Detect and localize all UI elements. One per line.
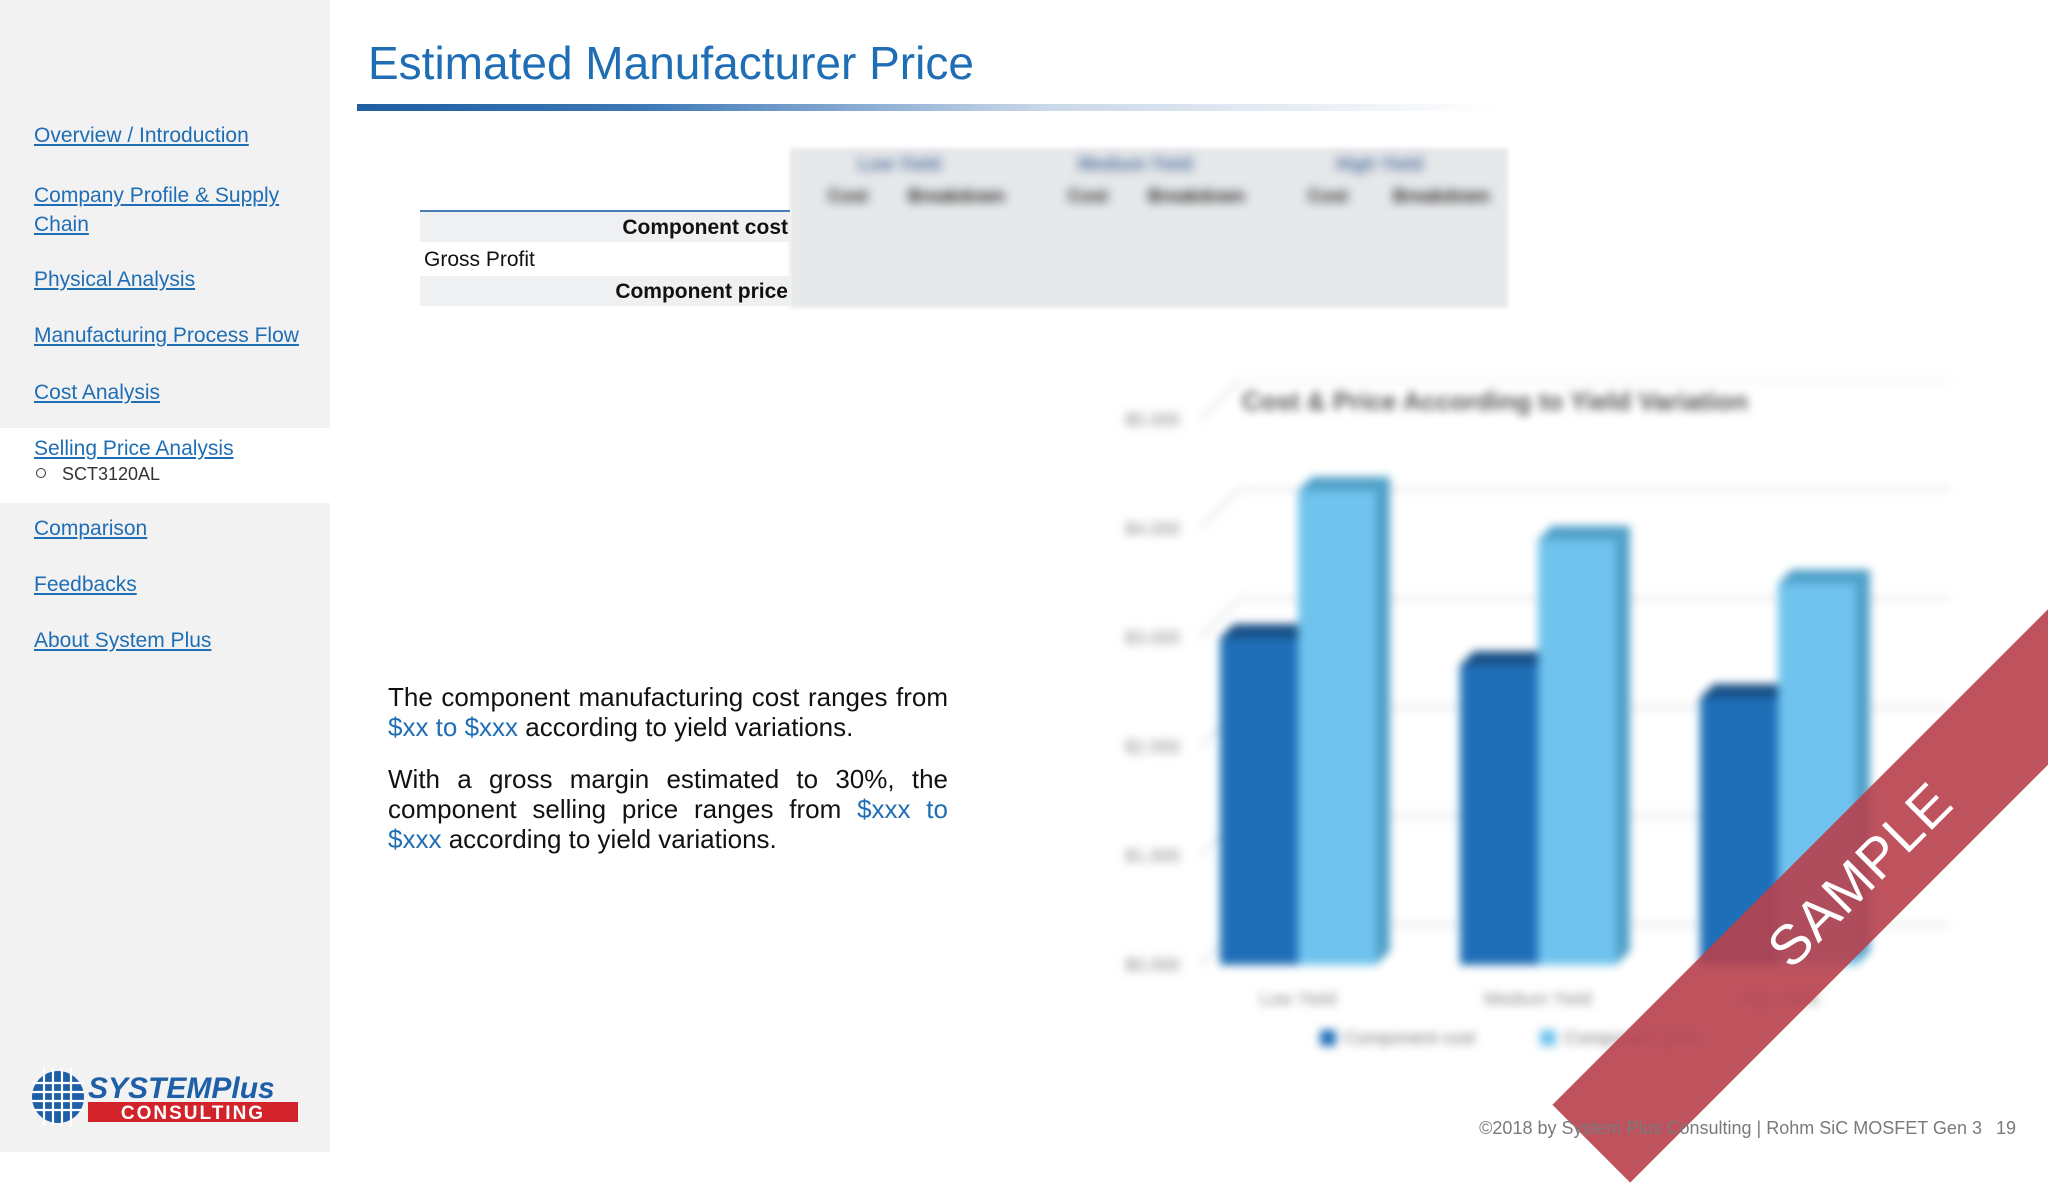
sidebar-item-cost-analysis[interactable]: Cost Analysis [34,381,161,404]
x-tick-label: Medium Yield [1484,989,1592,1009]
footer-copyright: ©2018 by System Plus Consulting | Rohm S… [1479,1118,1982,1138]
sidebar-active-highlight [0,428,330,503]
system-plus-logo: SYSTEMPlus CONSULTING [32,1068,298,1126]
sidebar-item-manufacturing-process-flow[interactable]: Manufacturing Process Flow [34,324,299,347]
table-row-bg [420,212,790,242]
bar [1538,539,1616,965]
footer: ©2018 by System Plus Consulting | Rohm S… [1479,1118,2016,1139]
y-tick-label: $5.000 [1125,410,1180,430]
table-top-rule [420,210,790,212]
page-number: 19 [1995,1118,2016,1138]
price-table: Low Yield Medium Yield High Yield Cost B… [418,148,1508,308]
bar [1460,665,1538,965]
sidebar-item-physical-analysis[interactable]: Physical Analysis [34,268,196,291]
bar [1220,638,1298,965]
y-tick-label: $3.000 [1125,628,1180,648]
sidebar [0,0,330,1152]
sidebar-item-overview[interactable]: Overview / Introduction [34,124,249,147]
paragraph-price-range: With a gross margin estimated to 30%, th… [388,764,948,854]
sidebar-item-about-system-plus[interactable]: About System Plus [34,629,212,652]
sidebar-item-comparison[interactable]: Comparison [34,517,148,540]
svg-text:SYSTEMPlus: SYSTEMPlus [88,1072,275,1105]
legend-swatch [1320,1030,1336,1046]
table-row-label: Component cost [622,216,788,239]
svg-text:CONSULTING: CONSULTING [121,1103,265,1124]
sidebar-item-selling-price-analysis[interactable]: Selling Price Analysis [34,437,234,460]
chart-title: Cost & Price According to Yield Variatio… [1242,386,1748,416]
bullet-circle-icon [36,468,46,479]
bar-top [1460,651,1552,666]
table-row-label: Component price [615,280,788,303]
gridline [1199,488,1241,530]
y-tick-label: $4.000 [1125,519,1180,539]
bar [1298,490,1376,965]
title-underline [357,104,1497,111]
y-tick-label: $0.000 [1125,955,1180,975]
y-tick-label: $1.000 [1125,846,1180,866]
bar-top [1700,683,1792,698]
bar-side [1616,525,1630,965]
sidebar-subitem-label: SCT3120AL [62,464,161,484]
page-title: Estimated Manufacturer Price [368,37,974,89]
bar-top [1538,525,1630,540]
bar-side [1376,476,1390,965]
gridline [1199,379,1241,421]
y-tick-label: $2.000 [1125,737,1180,757]
paragraph-cost-range: The component manufacturing cost ranges … [388,682,948,742]
x-tick-label: Low Yield [1259,989,1336,1009]
globe-icon [32,1068,84,1126]
legend-swatch [1540,1030,1556,1046]
sidebar-item-feedbacks[interactable]: Feedbacks [34,573,137,596]
bar-top [1220,624,1312,638]
bar-top [1298,476,1390,491]
table-row-label: Gross Profit [424,248,535,271]
gridline [1199,597,1241,639]
table-values-area [790,148,1508,308]
sidebar-item-company-profile[interactable]: Company Profile & Supply Chain [34,184,280,236]
bar-top [1778,569,1870,584]
table-row-bg [420,276,790,306]
sidebar-subitem-sct3120al[interactable]: SCT3120AL [36,464,160,485]
legend-label: Component cost [1344,1028,1475,1048]
